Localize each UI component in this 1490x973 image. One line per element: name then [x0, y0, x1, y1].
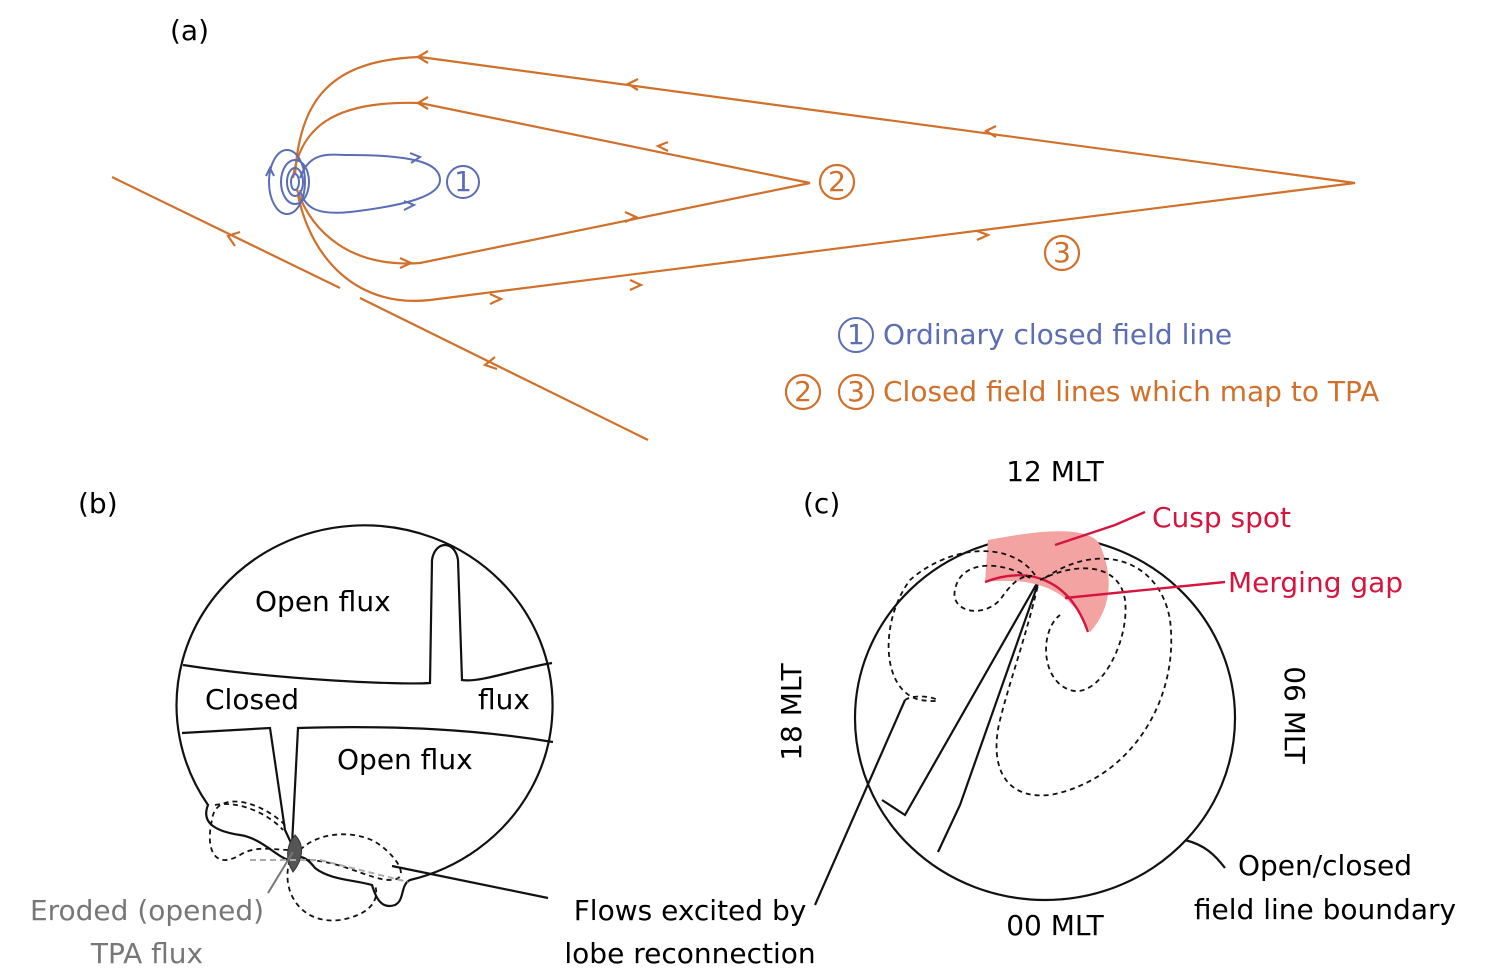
panel-b: (b) Open flux Closed flux Open flux Erod… [30, 487, 816, 970]
region-label: flux [478, 683, 530, 716]
field-line-2 [291, 101, 811, 265]
merging-gap [984, 574, 1090, 633]
legend: 1 Ordinary closed field line 2 3 Closed … [784, 317, 1379, 411]
leader-line [1184, 838, 1226, 869]
legend-marker: 2 [794, 375, 812, 408]
field-line-3 [293, 55, 1356, 302]
mlt-label: 00 MLT [1006, 909, 1104, 942]
marker: 3 [1053, 236, 1071, 269]
panel-label: (b) [78, 487, 118, 520]
mlt-label: 12 MLT [1006, 455, 1104, 488]
boundary-lower [181, 726, 554, 846]
eroded-label: Eroded (opened) [30, 894, 264, 927]
mlt-label: 06 MLT [1278, 666, 1311, 764]
magnetopause-line [111, 176, 649, 441]
leader-line [391, 864, 549, 900]
panel-label: (a) [170, 14, 209, 47]
gap-label: Merging gap [1228, 566, 1403, 599]
cusp-label: Cusp spot [1152, 501, 1291, 534]
leader-line [1054, 510, 1226, 600]
panel-label: (c) [803, 487, 840, 520]
flows-label: lobe reconnection [564, 937, 815, 970]
boundary-upper [182, 543, 553, 685]
region-label: Closed [205, 683, 299, 716]
marker-circle [818, 163, 856, 201]
marker-circle [446, 165, 480, 199]
mlt-label: 18 MLT [775, 662, 808, 760]
legend-text: Ordinary closed field line [883, 318, 1232, 351]
flow-loops [208, 800, 409, 922]
polar-cap [853, 534, 1237, 902]
panel-c: (c) Cusp spot Merging gap 12 MLT 00 MLT … [775, 455, 1456, 942]
marker: 1 [454, 165, 472, 198]
region-label: Open flux [337, 743, 473, 776]
legend-marker: 1 [847, 318, 865, 351]
boundary-label: field line boundary [1194, 893, 1456, 926]
earth-dipole [265, 149, 442, 215]
panel-a: (a) 1 2 3 1 Ordinary closed field line [111, 14, 1379, 441]
legend-marker: 3 [847, 375, 865, 408]
eroded-label: TPA flux [90, 937, 203, 970]
legend-text: Closed field lines which map to TPA [883, 375, 1379, 408]
marker-circle [1043, 234, 1081, 272]
flows-label: Flows excited by [574, 894, 807, 927]
marker: 2 [828, 165, 846, 198]
region-label: Open flux [255, 585, 391, 618]
arrows [226, 50, 997, 371]
leader-line [813, 699, 907, 906]
leader-line [267, 851, 294, 894]
flow-loops [887, 550, 1173, 797]
boundary-label: Open/closed [1238, 849, 1412, 882]
